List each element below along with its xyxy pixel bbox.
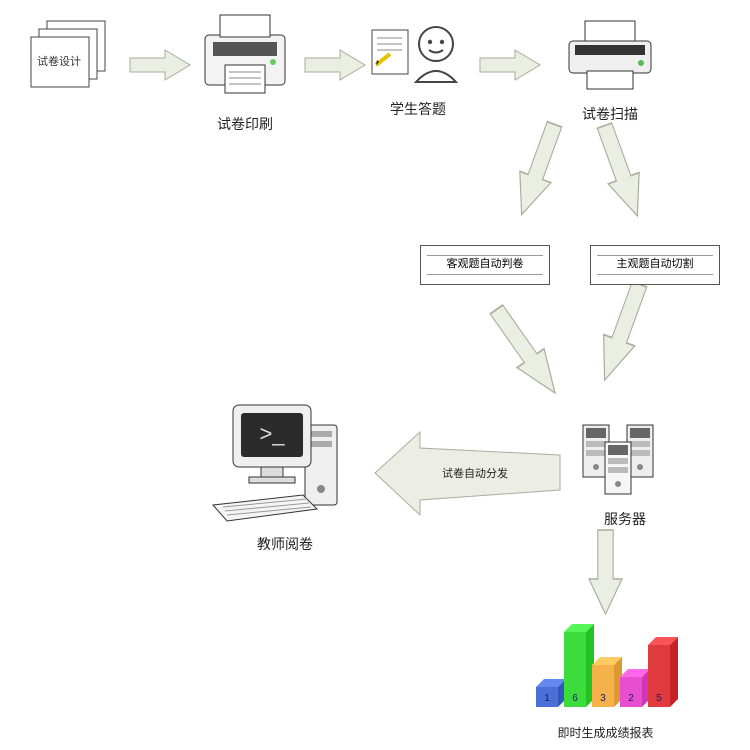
arrow-obj-to-servers (483, 300, 569, 402)
student-label: 学生答题 (368, 99, 468, 119)
node-student: 学生答题 (368, 20, 468, 119)
obj-label: 客观题自动判卷 (427, 255, 543, 274)
arrow-servers-to-report (589, 530, 622, 614)
svg-text:2: 2 (628, 693, 634, 704)
teacher-label: 教师阅卷 (205, 534, 365, 554)
scanner-icon (555, 15, 665, 95)
svg-text:6: 6 (572, 693, 578, 704)
printer-icon (195, 10, 295, 105)
node-design: 试卷设计 (20, 15, 120, 95)
arrow-subj-to-servers (589, 279, 655, 386)
banner-label: 试卷自动分发 (442, 466, 508, 480)
node-teacher: >_ 教师阅卷 (205, 395, 365, 554)
servers-label: 服务器 (565, 509, 685, 529)
arrow-banner-distribute: 试卷自动分发 (375, 432, 560, 515)
svg-text:试卷设计: 试卷设计 (37, 54, 81, 68)
report-label: 即时生成成绩报表 (518, 724, 693, 741)
svg-text:>_: >_ (259, 421, 285, 446)
svg-text:3: 3 (600, 693, 606, 704)
arrow-scan-to-obj (506, 119, 570, 220)
node-objective-box: 客观题自动判卷 (420, 245, 550, 285)
arrow-scan-to-subj (589, 120, 653, 221)
node-report: 1 6 3 2 5 即时生成成绩报表 (518, 615, 693, 741)
node-print: 试卷印刷 (195, 10, 295, 134)
print-label: 试卷印刷 (195, 114, 295, 134)
node-scan: 试卷扫描 (555, 15, 665, 124)
pages-icon: 试卷设计 (23, 15, 118, 90)
node-servers: 服务器 (565, 420, 685, 529)
svg-text:1: 1 (544, 693, 550, 704)
arrow-student-to-scan (480, 50, 540, 80)
computer-icon: >_ (205, 395, 365, 525)
servers-icon (565, 420, 685, 500)
svg-text:5: 5 (656, 693, 662, 704)
scan-label: 试卷扫描 (555, 104, 665, 124)
arrow-design-to-print (130, 50, 190, 80)
subj-label: 主观题自动切割 (597, 255, 713, 274)
student-icon (368, 20, 468, 90)
node-subjective-box: 主观题自动切割 (590, 245, 720, 285)
report-chart-icon: 1 6 3 2 5 (518, 615, 693, 715)
arrow-print-to-student (305, 50, 365, 80)
